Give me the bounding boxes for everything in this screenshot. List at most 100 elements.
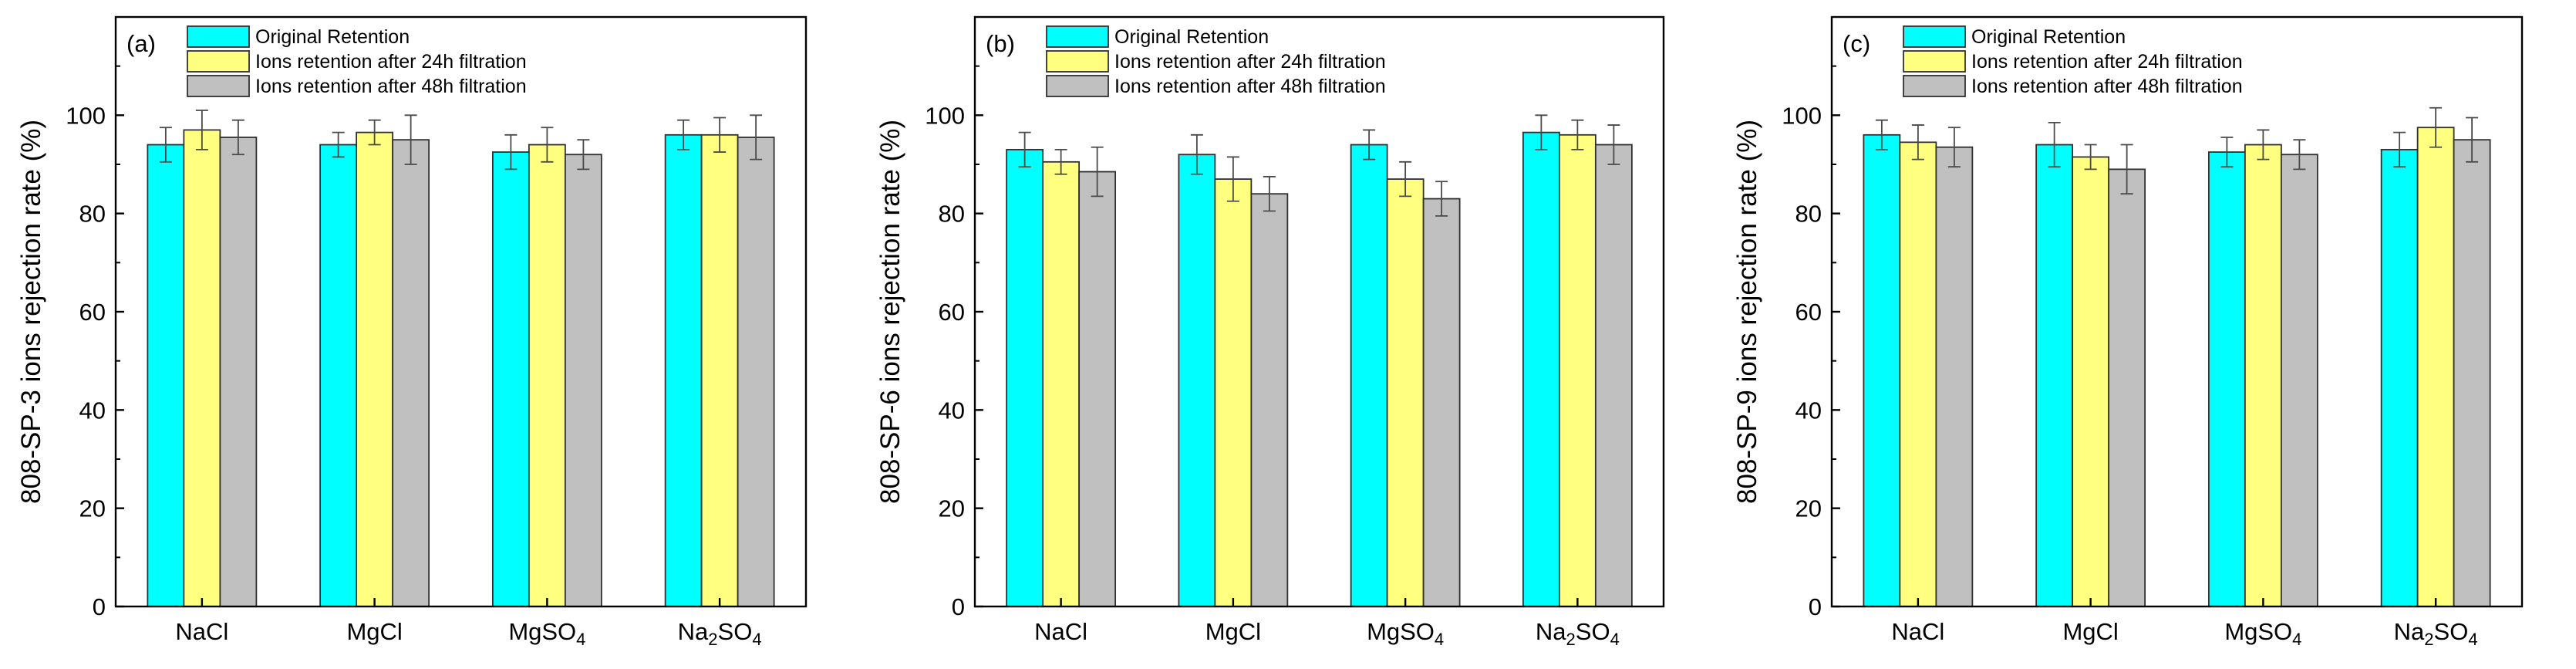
plot-frame	[973, 15, 1665, 608]
subscript: 4	[1435, 630, 1444, 649]
bar-na2so4-series-1	[2380, 148, 2419, 607]
y-tick-label: 60	[79, 299, 106, 326]
legend-swatch-3	[187, 75, 250, 97]
x-tick-label-nacl: NaCl	[1034, 618, 1087, 645]
subscript: 2	[2424, 630, 2433, 649]
bar-mgso4-series-2	[2244, 144, 2282, 607]
legend-label-3: Ions retention after 48h filtration	[255, 76, 527, 97]
y-tick-label: 20	[1795, 495, 1822, 522]
bar-nacl-series-1	[147, 144, 185, 607]
subscript: 2	[708, 630, 717, 649]
x-tick-label-mgso4: MgSO4	[508, 618, 585, 649]
panel-label: (b)	[986, 30, 1015, 57]
label-part: MgSO	[508, 618, 576, 645]
y-axis-label: 808-SP-9 ions rejection rate (%)	[1732, 120, 1762, 504]
x-tick-label-mgcl: MgCl	[1205, 618, 1261, 645]
y-tick-label: 60	[939, 299, 965, 326]
legend-label-3: Ions retention after 48h filtration	[1971, 76, 2243, 97]
label-part: MgCl	[346, 618, 402, 645]
label-part: NaCl	[175, 618, 228, 645]
label-part: Na	[2394, 618, 2425, 645]
bar-nacl-series-3	[1078, 171, 1117, 607]
bar-nacl-series-2	[183, 129, 221, 607]
bar-na2so4-series-2	[1558, 133, 1597, 607]
legend-label-2: Ions retention after 24h filtration	[1114, 51, 1386, 73]
subscript: 4	[2468, 630, 2477, 649]
legend-label-1: Original Retention	[255, 26, 410, 48]
label-part: SO	[2434, 618, 2469, 645]
bar-mgcl-series-3	[2108, 168, 2146, 607]
legend-label-3: Ions retention after 48h filtration	[1114, 76, 1386, 97]
plot-frame	[1830, 15, 2524, 608]
legend: Original Retention Ions retention after 2…	[1046, 25, 1386, 97]
label-part: Na	[1536, 618, 1566, 645]
y-tick-label: 80	[79, 201, 106, 228]
legend-label-1: Original Retention	[1114, 26, 1269, 48]
y-tick-label: 40	[1795, 397, 1822, 424]
plot-frame	[114, 15, 808, 608]
panel-label: (a)	[126, 30, 156, 57]
subscript: 4	[752, 630, 761, 649]
legend-swatch-1	[187, 25, 250, 48]
y-tick-label: 0	[952, 593, 965, 620]
legend: Original Retention Ions retention after 2…	[187, 25, 527, 97]
y-tick-label: 40	[939, 397, 965, 424]
y-axis-label: 808-SP-6 ions rejection rate (%)	[875, 120, 905, 504]
x-tick-label-na2so4: Na2SO4	[2394, 618, 2478, 649]
label-part: SO	[718, 618, 753, 645]
bar-nacl-series-2	[1042, 160, 1081, 607]
bar-mgso4-series-2	[1386, 178, 1425, 607]
x-tick-label-na2so4: Na2SO4	[1536, 618, 1620, 649]
subscript: 4	[1610, 630, 1620, 649]
y-tick-label: 80	[939, 201, 965, 228]
label-part: MgSO	[2224, 618, 2292, 645]
label-part: MgSO	[1367, 618, 1435, 645]
bar-na2so4-series-1	[1522, 131, 1560, 607]
y-axis-label: 808-SP-3 ions rejection rate (%)	[16, 120, 46, 504]
y-tick-label: 100	[925, 102, 965, 129]
bar-mgso4-series-3	[1422, 198, 1461, 607]
bar-na2so4-series-3	[1594, 144, 1633, 607]
bar-nacl-series-1	[1006, 148, 1044, 607]
x-tick-label-mgso4: MgSO4	[1367, 618, 1444, 649]
bar-nacl-series-1	[1863, 133, 1901, 607]
bar-na2so4-series-2	[2416, 127, 2455, 607]
legend-label-1: Original Retention	[1971, 26, 2126, 48]
bar-mgcl-series-1	[1178, 154, 1216, 607]
bar-na2so4-series-3	[737, 137, 775, 607]
legend: Original Retention Ions retention after 2…	[1903, 25, 2243, 97]
bar-mgcl-series-2	[1214, 178, 1253, 607]
x-tick-label-na2so4: Na2SO4	[678, 618, 762, 649]
bar-nacl-series-2	[1899, 141, 1937, 607]
y-tick-label: 40	[79, 397, 106, 424]
panel-label: (c)	[1843, 30, 1870, 57]
bar-nacl-series-3	[1935, 146, 1974, 607]
subscript: 4	[576, 630, 585, 649]
bar-nacl-series-3	[219, 137, 258, 607]
bar-mgso4-series-1	[1350, 144, 1388, 607]
bar-mgcl-series-2	[356, 131, 394, 607]
legend-label-2: Ions retention after 24h filtration	[1971, 51, 2243, 73]
bar-mgcl-series-1	[2035, 144, 2074, 607]
label-part: SO	[1576, 618, 1610, 645]
y-tick-label: 80	[1795, 201, 1822, 228]
bar-mgcl-series-3	[392, 139, 430, 607]
legend-swatch-2	[1903, 50, 1966, 73]
legend-swatch-2	[1046, 50, 1109, 73]
x-tick-label-mgcl: MgCl	[2062, 618, 2118, 645]
y-tick-label: 0	[1809, 593, 1822, 620]
y-tick-label: 0	[93, 593, 106, 620]
legend-label-2: Ions retention after 24h filtration	[255, 51, 527, 73]
y-tick-label: 60	[1795, 299, 1822, 326]
legend-swatch-3	[1046, 75, 1109, 97]
bar-mgso4-series-3	[564, 154, 602, 607]
legend-swatch-3	[1903, 75, 1966, 97]
label-part: NaCl	[1034, 618, 1087, 645]
y-tick-label: 20	[939, 495, 965, 522]
y-tick-label: 20	[79, 495, 106, 522]
label-part: NaCl	[1891, 618, 1944, 645]
bar-mgcl-series-2	[2072, 156, 2110, 607]
